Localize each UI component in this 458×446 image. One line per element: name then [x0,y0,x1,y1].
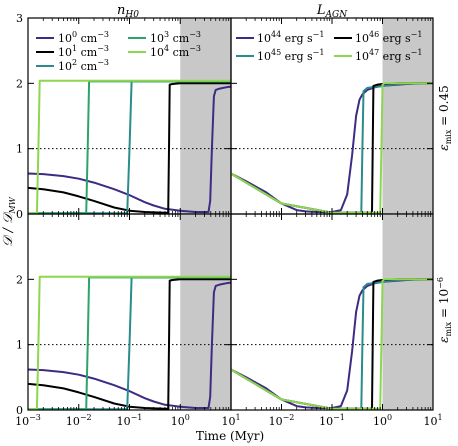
column-title-right: LAGN [316,3,348,20]
series-line-3 [230,82,433,214]
panel-bottom-right: 10−2 10−1 100 101 [230,213,443,428]
row-label-bottom: εmix = 10−6 [436,277,453,343]
y-tick-label: 1 [16,143,23,156]
row-label-top: εmix = 0.45 [437,85,453,151]
panels-layer: 0 1 2 3 0 1 2 10−3 10−2 10−1 100 101 10−2 10−1 100 101 [15,12,442,428]
shaded-region [382,18,433,214]
x-axis-label: Time (Myr) [196,429,264,443]
x-tick-label: 100 [373,413,392,428]
legend-entry-l46: 1046 erg s−1 [355,30,422,45]
panel-top-right [230,17,434,215]
y-tick-label: 0 [16,208,23,221]
legend-entry-n1: 101 cm−3 [58,44,109,59]
x-tick-label: 10−3 [15,413,41,428]
shaded-region [382,214,433,410]
x-tick-label: 101 [423,413,442,428]
y-tick-label: 1 [16,339,23,352]
x-tick-label: 10−2 [66,413,92,428]
legend-entry-l45: 1045 erg s−1 [257,48,324,63]
x-tick-label: 101 [221,413,240,428]
legend-entry-l47: 1047 erg s−1 [355,48,422,63]
x-tick-label: 10−1 [319,413,345,428]
legend-entry-n2: 102 cm−3 [58,58,109,73]
series-line-3 [230,278,433,410]
legend-entry-n4: 104 cm−3 [150,44,201,59]
legend-entry-l44: 1044 erg s−1 [257,30,324,45]
shaded-region [180,18,231,214]
y-tick-label: 2 [16,77,23,90]
panel-bottom-left: 0 1 2 10−3 10−2 10−1 100 101 [15,213,241,428]
legend-right: 1044 erg s−1 1045 erg s−1 1046 erg s−1 1… [236,30,422,63]
x-tick-label: 10−1 [117,413,143,428]
y-tick-label: 3 [16,12,23,25]
x-tick-label: 100 [171,413,190,428]
y-axis-label: 𝒟 / 𝒟MW [1,196,17,247]
series-line-4 [28,275,231,411]
legend-entry-n3: 103 cm−3 [150,30,201,45]
series-line-4 [28,79,231,215]
legend-entry-n0: 100 cm−3 [58,30,109,45]
y-tick-label: 2 [16,273,23,286]
x-tick-label: 10−2 [269,413,295,428]
shaded-region [180,214,231,410]
column-title-left: nH0 [117,3,139,20]
panel-frame [230,213,434,411]
legend-left: 100 cm−3 101 cm−3 102 cm−3 103 cm−3 104 … [36,30,201,73]
y-tick-label: 0 [16,404,23,417]
